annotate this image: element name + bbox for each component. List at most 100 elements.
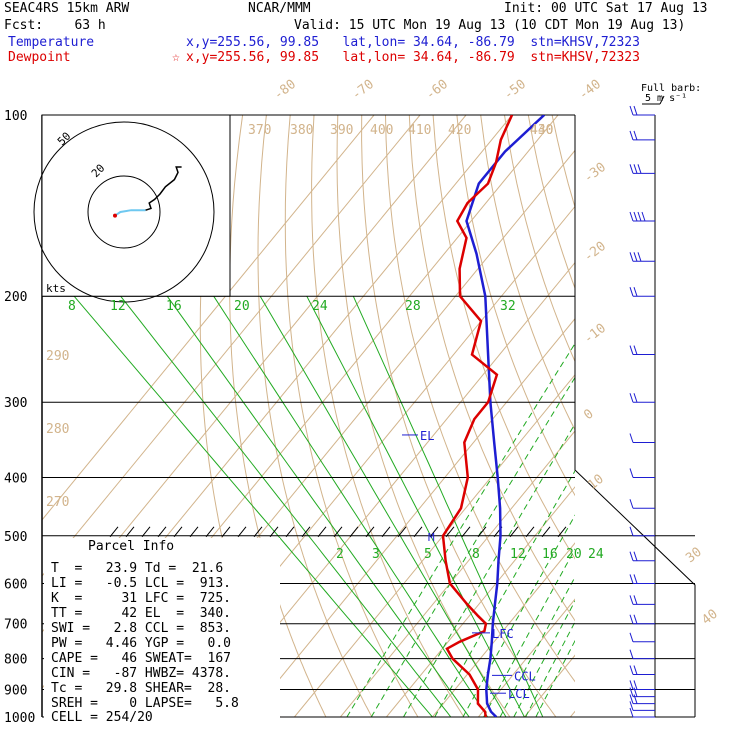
wind-barb <box>629 468 655 478</box>
parcel-row: SWI = 2.8 CCL = 853. <box>51 621 232 636</box>
dry-adiabat-line <box>257 115 373 717</box>
mixing-ratio-label: 5 <box>424 547 432 562</box>
wind-barb <box>629 707 655 718</box>
isotherm-line <box>42 115 421 577</box>
isotherm-line <box>432 542 575 717</box>
wind-barb <box>629 130 655 141</box>
wind-barb-flag <box>633 164 638 174</box>
wind-barb-flag <box>629 211 634 222</box>
mixing-ratio-line <box>525 620 575 717</box>
dry-adiabat-line <box>624 115 740 717</box>
dewpoint-legend-label: Dewpoint <box>8 50 71 65</box>
mixing-ratio-line <box>499 576 575 717</box>
wind-barb-flag <box>629 252 634 262</box>
mixing-ratio-label: 8 <box>68 299 76 314</box>
parcel-row: LI = -0.5 LCL = 913. <box>51 576 232 591</box>
isotherm-label: 40 <box>699 607 721 628</box>
wind-barb <box>629 526 655 537</box>
mixing-ratio-label: 3 <box>372 547 380 562</box>
isotherm-line <box>340 430 575 717</box>
mixing-ratio-label: 32 <box>500 299 516 314</box>
mixing-ratio-label: 8 <box>472 547 480 562</box>
pressure-tick-label: 1000 <box>4 711 35 726</box>
dry-adiabat-lines <box>199 115 740 717</box>
parcel-row: Tc = 29.8 SHEAR= 28. <box>51 681 232 696</box>
wind-barb-flag <box>629 551 634 561</box>
isotherm-label: -20 <box>581 239 609 265</box>
mixing-ratio-label: 12 <box>110 299 126 314</box>
dry-adiabat-line <box>719 115 740 717</box>
barb-legend-title: Full barb: <box>641 83 702 94</box>
wind-barb <box>629 252 655 262</box>
wind-barb-flag <box>629 665 634 675</box>
moist-adiabat-line <box>352 295 544 717</box>
wind-barb-flag <box>629 164 634 174</box>
parcel-info-panel: Parcel Info T = 23.9 Td = 21.6 LI = -0.5… <box>44 538 280 725</box>
parcel-row: K = 31 LFC = 725. <box>51 591 232 606</box>
dry-adiabat-line <box>456 115 575 497</box>
wind-barb <box>629 680 655 690</box>
mixing-ratio-label: 28 <box>405 299 421 314</box>
wind-barbs <box>629 95 665 718</box>
parcel-row: PW = 4.46 YGP = 0.0 <box>51 636 232 651</box>
model-title: SEAC4RS 15km ARW <box>4 1 130 16</box>
pressure-tick-label: 200 <box>4 290 27 305</box>
dry-adiabat-line <box>432 115 575 560</box>
mixing-ratio-label: 12 <box>510 547 526 562</box>
isotherm-label: -10 <box>581 321 609 347</box>
hodograph-trace-low <box>114 209 146 217</box>
isotherm-line <box>478 598 575 717</box>
pressure-tick-label: 500 <box>4 530 27 545</box>
dry-adiabat-line <box>361 115 557 717</box>
wind-barb <box>629 614 655 625</box>
adiabat-label: 290 <box>46 349 69 364</box>
mixing-ratio-label: 20 <box>234 299 250 314</box>
wind-barb-flag <box>629 287 634 297</box>
wind-barb-flag <box>629 707 634 718</box>
isotherm-label: 30 <box>683 545 705 566</box>
isotherm-label: -40 <box>576 77 604 103</box>
parcel-row: SREH = 0 LAPSE= 5.8 <box>51 696 239 711</box>
wind-barb-flag <box>633 665 638 675</box>
wind-barb-flag <box>629 393 634 403</box>
lcl-marker-label: LCL <box>508 687 530 701</box>
dry-adiabat-line <box>504 115 575 363</box>
wind-barb-flag <box>629 649 634 659</box>
hodograph-trace-upper <box>145 166 182 211</box>
pressure-tick-label: 900 <box>4 683 27 698</box>
hodograph-ring-inner <box>87 175 161 249</box>
adiabat-label: 430 <box>530 123 553 138</box>
isotherm-line <box>386 486 575 717</box>
dry-adiabat-line <box>576 115 740 717</box>
wind-barb-flag <box>629 680 634 690</box>
wind-barb-flag <box>633 614 638 624</box>
wind-barb-flag <box>629 595 634 605</box>
wind-barb <box>629 551 655 562</box>
wind-barb-flag <box>629 701 634 711</box>
mixing-ratio-label: 24 <box>312 299 328 314</box>
adiabat-label: 390 <box>330 123 353 138</box>
wind-barb-flag <box>633 211 638 222</box>
dry-adiabat-line <box>336 115 511 717</box>
adiabat-label: 370 <box>248 123 271 138</box>
isotherm-label: -30 <box>581 160 609 186</box>
wind-barb-flag <box>633 551 638 561</box>
wind-barb-flag <box>633 105 638 116</box>
lfc-marker-label: LFC <box>492 627 514 641</box>
wind-barb <box>629 665 655 676</box>
wind-barb-flag <box>629 105 634 116</box>
wind-barb <box>629 345 655 356</box>
isotherm-label: -70 <box>349 77 377 103</box>
chart-labels: -80 -70 -60 -50 -40 -30 -10 0 10 30 40 -20 370 380 390… <box>46 77 721 701</box>
isotherm-line <box>202 261 575 717</box>
isotherm-line <box>294 374 575 717</box>
pressure-tick-label: 600 <box>4 577 27 592</box>
mixing-ratio-label: 16 <box>542 547 558 562</box>
dewpoint-profile-line <box>441 115 514 717</box>
parcel-row: CAPE = 46 SWEAT= 167 <box>51 651 232 666</box>
parcel-row: TT = 42 EL = 340. <box>51 606 232 621</box>
wind-barb-flag <box>633 252 638 262</box>
wind-barb-flag <box>641 211 646 222</box>
wind-barb-flag <box>637 164 642 174</box>
